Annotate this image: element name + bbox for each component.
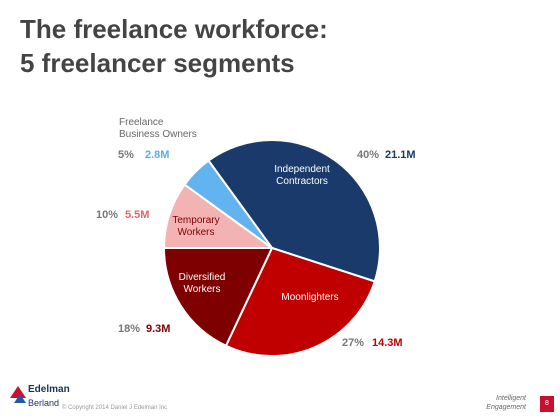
page-number-badge: 8 bbox=[540, 396, 554, 412]
slice-label-moonlighters: Moonlighters bbox=[281, 292, 338, 303]
percent-label-independent-contractors: 40% bbox=[357, 149, 379, 161]
value-label-diversified-workers: 9.3M bbox=[146, 323, 170, 335]
slice-label-freelance-business-owners: Freelance Business Owners bbox=[119, 117, 197, 140]
pie-slice-freelance-business-owners bbox=[183, 159, 273, 249]
pie-slice-independent-contractors bbox=[207, 139, 381, 283]
copyright-text: © Copyright 2014 Daniel J Edelman Inc bbox=[62, 405, 168, 411]
brand-line-1: Edelman bbox=[28, 384, 70, 395]
slice-label-independent-contractors: Independent Contractors bbox=[274, 164, 330, 187]
brand-line-2: Berland bbox=[28, 398, 60, 408]
percent-label-freelance-business-owners: 5% bbox=[118, 149, 134, 161]
edelman-berland-logo: Edelman Berland bbox=[10, 382, 70, 416]
pie-slice-moonlighters bbox=[224, 246, 376, 357]
percent-label-diversified-workers: 18% bbox=[118, 323, 140, 335]
page-title: The freelance workforce: 5 freelancer se… bbox=[20, 12, 328, 80]
value-label-freelance-business-owners: 2.8M bbox=[145, 149, 169, 161]
tagline-line-1: Intelligent bbox=[496, 395, 526, 402]
percent-label-temporary-workers: 10% bbox=[96, 209, 118, 221]
pie-slice-diversified-workers bbox=[162, 247, 274, 348]
value-label-independent-contractors: 21.1M bbox=[385, 149, 416, 161]
value-label-moonlighters: 14.3M bbox=[372, 337, 403, 349]
tagline-line-2: Engagement bbox=[486, 404, 526, 411]
slice-label-temporary-workers: Temporary Workers bbox=[172, 215, 219, 238]
logo-triangle-small-icon bbox=[14, 394, 26, 403]
slice-label-diversified-workers: Diversified Workers bbox=[179, 272, 226, 295]
title-line-2: 5 freelancer segments bbox=[20, 48, 295, 78]
percent-label-moonlighters: 27% bbox=[342, 337, 364, 349]
title-line-1: The freelance workforce: bbox=[20, 14, 328, 44]
value-label-temporary-workers: 5.5M bbox=[125, 209, 149, 221]
tagline: Intelligent Engagement bbox=[486, 394, 526, 412]
footer: Edelman Berland © Copyright 2014 Daniel … bbox=[0, 380, 560, 420]
